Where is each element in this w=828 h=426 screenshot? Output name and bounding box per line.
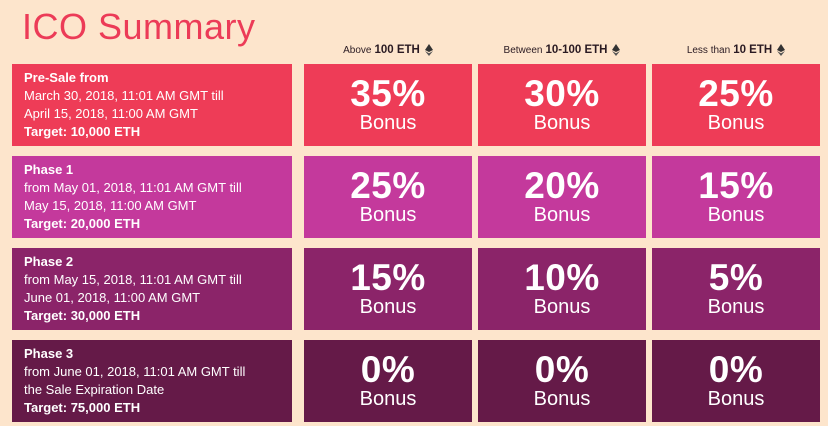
phase-date-start: from June 01, 2018, 11:01 AM GMT till (24, 364, 246, 379)
column-header-prefix: Above (343, 44, 372, 56)
phase-target: Target: 30,000 ETH (24, 308, 141, 323)
phase-date-start: from May 01, 2018, 11:01 AM GMT till (24, 180, 242, 195)
bonus-label: Bonus (707, 204, 765, 226)
bonus-label: Bonus (533, 112, 591, 134)
bonus-label: Bonus (533, 296, 591, 318)
bonus-percent: 25% (698, 73, 774, 114)
phase-date-start: from May 15, 2018, 11:01 AM GMT till (24, 272, 242, 287)
bonus-percent: 0% (534, 349, 590, 390)
ethereum-icon (612, 44, 621, 56)
phase-date-start: March 30, 2018, 11:01 AM GMT till (24, 88, 224, 103)
bonus-label: Bonus (707, 388, 765, 410)
bonus-label: Bonus (359, 296, 417, 318)
bonus-cell: 0% Bonus (652, 340, 820, 422)
phase-date-end: the Sale Expiration Date (24, 382, 165, 397)
bonus-label: Bonus (533, 204, 591, 226)
column-header-prefix: Less than (686, 44, 731, 56)
bonus-cell: 15% Bonus (652, 156, 820, 238)
column-header-prefix: Between (503, 44, 543, 56)
column-header-amount: 100 ETH (374, 44, 420, 56)
bonus-percent: 15% (698, 165, 774, 206)
bonus-label: Bonus (533, 388, 591, 410)
phase-target: Target: 75,000 ETH (24, 400, 141, 415)
phase-name: Phase 1 (24, 162, 74, 177)
phase-label-presale: Pre-Sale from March 30, 2018, 11:01 AM G… (12, 64, 292, 146)
column-header-between-10-100: Between 10-100 ETH (478, 42, 646, 58)
bonus-label: Bonus (359, 112, 417, 134)
bonus-label: Bonus (707, 296, 765, 318)
ethereum-icon (424, 44, 433, 56)
column-header-amount: 10 ETH (733, 44, 773, 56)
phase-date-end: April 15, 2018, 11:00 AM GMT (24, 106, 198, 121)
phase-label-phase-3: Phase 3 from June 01, 2018, 11:01 AM GMT… (12, 340, 292, 422)
bonus-cell: 20% Bonus (478, 156, 646, 238)
phase-date-end: June 01, 2018, 11:00 AM GMT (24, 290, 201, 305)
phase-target: Target: 10,000 ETH (24, 124, 141, 139)
bonus-percent: 35% (350, 73, 426, 114)
page-title: ICO Summary (22, 6, 256, 47)
bonus-percent: 0% (360, 349, 416, 390)
bonus-percent: 20% (524, 165, 600, 206)
bonus-cell: 5% Bonus (652, 248, 820, 330)
ethereum-icon (777, 44, 786, 56)
bonus-cell: 10% Bonus (478, 248, 646, 330)
bonus-cell: 25% Bonus (652, 64, 820, 146)
bonus-cell: 30% Bonus (478, 64, 646, 146)
phase-label-phase-1: Phase 1 from May 01, 2018, 11:01 AM GMT … (12, 156, 292, 238)
column-header-amount: 10-100 ETH (545, 44, 608, 56)
bonus-percent: 15% (350, 257, 426, 298)
phase-label-phase-2: Phase 2 from May 15, 2018, 11:01 AM GMT … (12, 248, 292, 330)
bonus-label: Bonus (707, 112, 765, 134)
bonus-percent: 5% (708, 257, 764, 298)
bonus-percent: 25% (350, 165, 426, 206)
bonus-label: Bonus (359, 204, 417, 226)
phase-name: Pre-Sale from (24, 70, 109, 85)
bonus-cell: 0% Bonus (478, 340, 646, 422)
bonus-percent: 0% (708, 349, 764, 390)
bonus-cell: 35% Bonus (304, 64, 472, 146)
phase-name: Phase 2 (24, 254, 74, 269)
phase-name: Phase 3 (24, 346, 74, 361)
bonus-cell: 25% Bonus (304, 156, 472, 238)
bonus-percent: 10% (524, 257, 600, 298)
bonus-cell: 15% Bonus (304, 248, 472, 330)
bonus-label: Bonus (359, 388, 417, 410)
column-header-above-100: Above 100 ETH (304, 42, 472, 58)
phase-target: Target: 20,000 ETH (24, 216, 141, 231)
phase-date-end: May 15, 2018, 11:00 AM GMT (24, 198, 197, 213)
bonus-percent: 30% (524, 73, 600, 114)
bonus-cell: 0% Bonus (304, 340, 472, 422)
column-header-less-than-10: Less than 10 ETH (652, 42, 820, 58)
